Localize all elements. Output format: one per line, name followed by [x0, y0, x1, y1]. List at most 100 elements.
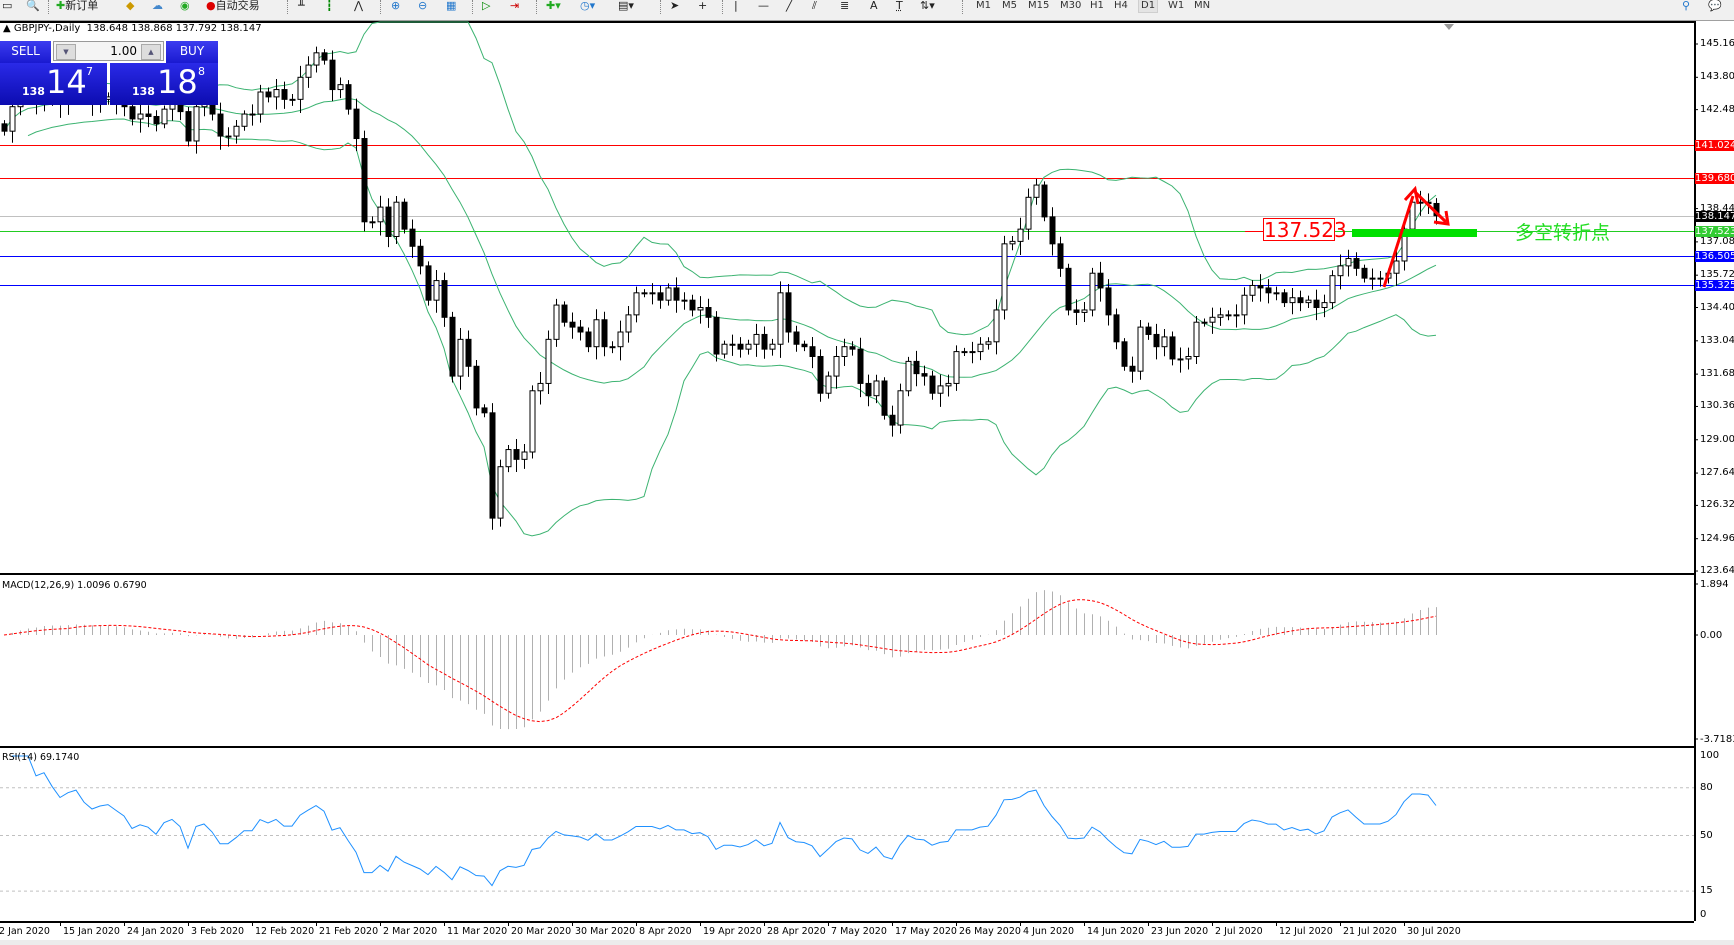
lot-size-field[interactable]: ▼ 1.00 ▲ [53, 41, 164, 61]
candle [185, 107, 192, 147]
candle-body-bull [753, 333, 760, 345]
date-axis-label: 23 Jun 2020 [1151, 926, 1209, 937]
toolbar-separator [472, 0, 474, 14]
candle [1241, 287, 1248, 325]
vertical-line-icon[interactable]: | [734, 0, 738, 12]
lot-decrease-button[interactable]: ▼ [56, 44, 76, 60]
indicators-icon[interactable]: ✚▾ [546, 0, 561, 12]
lot-size-value[interactable]: 1.00 [110, 44, 137, 58]
candle [257, 84, 264, 123]
tile-windows-icon[interactable]: ▦ [446, 0, 457, 12]
chat-icon[interactable]: 💬 [1708, 0, 1722, 12]
candle-body-bull [1273, 292, 1280, 295]
candle-body-bear [145, 113, 152, 117]
timeframe-d1[interactable]: D1 [1138, 0, 1159, 13]
candle-body-bear [465, 338, 472, 367]
candle-body-bear [353, 108, 360, 140]
ask-fraction: 8 [198, 65, 205, 78]
candle [897, 383, 904, 434]
bar-chart-icon[interactable]: ╨ [298, 0, 305, 12]
candle [593, 309, 600, 360]
horizontal-line-icon[interactable]: — [758, 0, 769, 12]
timeframe-w1[interactable]: W1 [1168, 0, 1185, 11]
toolbar: ▭ 🔍 ✚新订单 ◆ ☁ ◉ ●自动交易 ╨ ┇ ⋀ ⊕ ⊖ ▦ ▷ ⇥ ✚▾ … [0, 0, 1734, 21]
timeframe-m5[interactable]: M5 [1002, 0, 1017, 11]
cursor-icon[interactable]: ➤ [670, 0, 680, 12]
candle-body-bear [153, 115, 160, 125]
search-icon[interactable]: ⚲ [1682, 0, 1691, 12]
candle-body-bear [361, 138, 368, 223]
chart-window-icon[interactable]: ▭ [2, 0, 13, 12]
history-icon[interactable]: ☁ [152, 0, 163, 12]
timeframe-m15[interactable]: M15 [1028, 0, 1050, 11]
candle-body-bear [857, 348, 864, 384]
lot-increase-button[interactable]: ▲ [141, 44, 161, 60]
candle [961, 347, 968, 357]
candle [345, 80, 352, 115]
chart-window[interactable] [0, 21, 1696, 921]
autoscroll-icon[interactable]: ▷ [482, 0, 491, 12]
arrows-icon[interactable]: ⇅▾ [920, 0, 935, 12]
candle-body-bull [641, 292, 648, 295]
candle [689, 294, 696, 317]
periods-icon[interactable]: ◷▾ [580, 0, 596, 12]
candle [841, 338, 848, 367]
candle [929, 370, 936, 400]
buy-button[interactable]: BUY [166, 41, 218, 63]
timeframe-m1[interactable]: M1 [976, 0, 991, 11]
trendline-icon[interactable]: ╱ [786, 0, 793, 12]
timeframe-mn[interactable]: MN [1194, 0, 1211, 11]
zoom-out-icon[interactable]: ⊖ [418, 0, 428, 12]
timeframe-h4[interactable]: H4 [1114, 0, 1128, 11]
signal-icon[interactable]: ◉ [180, 0, 190, 12]
candle [585, 327, 592, 353]
candle [737, 337, 744, 358]
auto-trading-button[interactable]: ●自动交易 [206, 0, 260, 14]
candle-body-bear [705, 307, 712, 318]
crosshair-icon[interactable]: + [698, 0, 708, 12]
candle [369, 216, 376, 229]
collapse-triangle-icon[interactable]: ▲ [3, 23, 11, 34]
bid-price-button[interactable]: 138 14 7 [0, 63, 107, 105]
level-price-tag[interactable]: 137.523 [1263, 218, 1347, 242]
buy-label: BUY [179, 44, 205, 58]
up-arrow [1382, 195, 1415, 288]
ask-price-button[interactable]: 138 18 8 [110, 63, 218, 105]
text-tool[interactable]: A [870, 0, 878, 12]
reversal-point-note[interactable]: 多空转折点 [1515, 222, 1611, 244]
candle [681, 292, 688, 310]
candlestick-icon[interactable]: ┇ [326, 0, 333, 12]
gold-icon[interactable]: ◆ [126, 0, 135, 12]
candle [1217, 307, 1224, 326]
zoom-print-icon[interactable]: 🔍 [26, 0, 40, 12]
candle [945, 374, 952, 397]
candle-body-bull [1321, 302, 1328, 309]
candle-body-bear [417, 245, 424, 267]
new-order-button[interactable]: ✚新订单 [56, 0, 98, 14]
candle-body-bull [665, 287, 672, 301]
sell-button[interactable]: SELL [0, 41, 51, 63]
candle [161, 105, 168, 129]
fibonacci-icon[interactable]: ≣ [840, 0, 850, 12]
candle-body-bear [441, 280, 448, 318]
plus-icon: ✚ [56, 0, 66, 12]
text-label-tool[interactable]: T [896, 0, 903, 12]
candle-body-bull [505, 449, 512, 468]
macd-axis-label: -3.7183 [1700, 734, 1734, 745]
candle [225, 127, 232, 147]
timeframe-h1[interactable]: H1 [1090, 0, 1104, 11]
price-axis-label: 130.360 [1700, 400, 1734, 412]
candle [1161, 328, 1168, 357]
templates-icon[interactable]: ▤▾ [618, 0, 634, 12]
equidistant-channel-icon[interactable]: ⫽ [812, 0, 817, 12]
candle-body-bull [1089, 272, 1096, 311]
zoom-in-icon[interactable]: ⊕ [391, 0, 401, 12]
rsi-line [12, 755, 1437, 887]
timeframe-m30[interactable]: M30 [1060, 0, 1082, 11]
line-chart-icon[interactable]: ⋀ [354, 0, 364, 12]
candle-body-bear [1041, 184, 1048, 218]
candle [529, 385, 536, 459]
chart-shift-icon[interactable]: ⇥ [510, 0, 520, 12]
candle-body-bear [1065, 267, 1072, 311]
candle [1225, 310, 1232, 321]
